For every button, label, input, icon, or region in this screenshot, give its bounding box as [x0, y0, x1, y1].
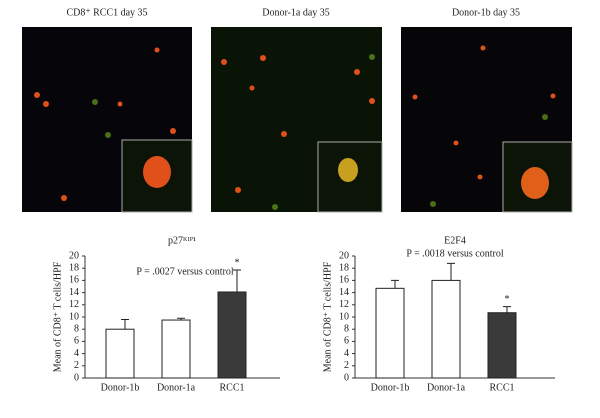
chart-title: E2F4 — [444, 235, 466, 246]
y-tick-label: 2 — [344, 360, 349, 371]
y-tick-label: 8 — [344, 323, 349, 334]
inset-cell — [521, 167, 549, 199]
bar — [431, 279, 461, 379]
y-tick-label: 18 — [339, 262, 349, 273]
y-tick-label: 18 — [69, 262, 79, 273]
y-tick-label: 20 — [339, 250, 349, 261]
significance-mark: * — [235, 257, 240, 268]
y-axis-label: Mean of CD8⁺ T cells/HPF — [322, 261, 333, 372]
x-tick-label: RCC1 — [219, 382, 244, 393]
inset-cell — [338, 158, 358, 182]
error-bar — [503, 306, 511, 313]
error-bar — [391, 279, 399, 289]
bar — [375, 287, 405, 379]
error-bar — [177, 317, 185, 321]
y-tick-label: 0 — [344, 372, 349, 383]
y-tick-label: 4 — [74, 348, 79, 359]
significance-mark: * — [505, 294, 510, 305]
y-tick-label: 2 — [74, 360, 79, 371]
annotation: P = .0018 versus control — [406, 248, 503, 259]
y-tick-label: 8 — [74, 323, 79, 334]
y-tick-label: 0 — [74, 372, 79, 383]
x-tick-label: Donor-1b — [101, 382, 140, 393]
bar — [217, 291, 247, 379]
x-tick-label: Donor-1b — [371, 382, 410, 393]
y-tick-label: 10 — [339, 311, 349, 322]
chart-title: p27ᴷᴵᴾ¹ — [168, 235, 196, 246]
y-tick-label: 10 — [69, 311, 79, 322]
x-tick-label: Donor-1a — [157, 382, 196, 393]
cells-green — [92, 54, 548, 210]
y-tick-label: 6 — [344, 336, 349, 347]
cells — [34, 45, 556, 201]
bar — [487, 312, 517, 379]
image-label: Donor-1b day 35 — [452, 7, 520, 18]
y-axis-label: Mean of CD8⁺ T cells/HPF — [52, 261, 63, 372]
y-tick-label: 12 — [339, 299, 349, 310]
error-bar — [447, 262, 455, 281]
image-label: CD8⁺ RCC1 day 35 — [66, 7, 147, 18]
y-tick-label: 4 — [344, 348, 349, 359]
x-tick-label: Donor-1a — [427, 382, 466, 393]
annotation: P = .0027 versus control — [136, 266, 233, 277]
x-tick-label: RCC1 — [489, 382, 514, 393]
y-tick-label: 16 — [339, 275, 349, 286]
inset-cell — [143, 156, 171, 188]
y-tick-label: 14 — [69, 287, 79, 298]
bar — [161, 319, 191, 379]
y-tick-label: 12 — [69, 299, 79, 310]
micrographs — [22, 27, 573, 213]
error-bar — [233, 269, 241, 292]
image-label: Donor-1a day 35 — [262, 7, 330, 18]
y-tick-label: 16 — [69, 275, 79, 286]
bar — [105, 328, 135, 379]
y-tick-label: 20 — [69, 250, 79, 261]
y-tick-label: 6 — [74, 336, 79, 347]
y-tick-label: 14 — [339, 287, 349, 298]
error-bar — [121, 318, 129, 330]
